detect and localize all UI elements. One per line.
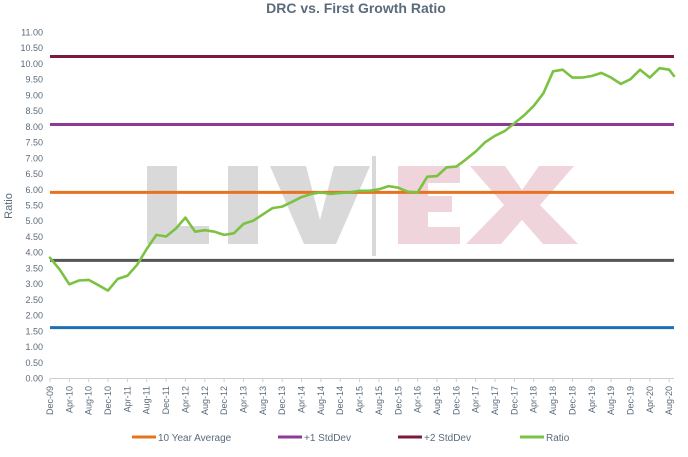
- x-tick-label: Dec-15: [393, 386, 403, 415]
- x-tick-label: Dec-12: [219, 386, 229, 415]
- series-group: [48, 66, 676, 292]
- y-tick-label: 0.50: [25, 358, 43, 368]
- y-tick-label: 8.00: [25, 122, 43, 132]
- y-tick-label: 6.50: [25, 169, 43, 179]
- y-tick-label: 9.50: [25, 75, 43, 85]
- watermark-v: [270, 166, 370, 244]
- legend-label: +2 StdDev: [424, 433, 471, 444]
- x-tick-label: Apr-14: [297, 386, 307, 413]
- y-tick-label: 5.00: [25, 216, 43, 226]
- x-tick-label: Aug-17: [490, 386, 500, 415]
- x-tick-label: Apr-11: [122, 386, 132, 412]
- y-tick-label: 9.00: [25, 90, 43, 100]
- x-tick-label: Apr-19: [587, 386, 597, 413]
- y-tick-label: 0.00: [25, 374, 43, 384]
- x-tick-label: Aug-12: [200, 386, 210, 415]
- x-tick-label: Apr-16: [413, 386, 423, 413]
- x-tick-label: Dec-16: [451, 386, 461, 415]
- series-line-ratio: [48, 66, 676, 292]
- watermark-e-top: [398, 166, 460, 183]
- y-tick-label: 1.50: [25, 326, 43, 336]
- x-tick-label: Apr-12: [180, 386, 190, 413]
- x-tick-label: Apr-20: [645, 386, 655, 413]
- y-tick-label: 8.50: [25, 106, 43, 116]
- x-tick-label: Aug-18: [548, 386, 558, 415]
- x-tick-label: Apr-15: [355, 386, 365, 413]
- x-tick-label: Apr-10: [64, 386, 74, 413]
- y-tick-label: 4.50: [25, 232, 43, 242]
- x-tick-label: Apr-18: [529, 386, 539, 413]
- watermark-divider: [372, 156, 376, 256]
- y-axis: 0.00 0.50 1.00 1.50 2.00 2.50 3.00 3.50 4.00 4.50…: [20, 28, 43, 384]
- legend-label: +1 StdDev: [304, 433, 351, 444]
- x-tick-label: Aug-19: [606, 386, 616, 415]
- x-tick-label: Aug-13: [258, 386, 268, 415]
- y-tick-label: 2.50: [25, 295, 43, 305]
- x-tick-label: Dec-09: [45, 386, 55, 415]
- y-tick-label: 7.00: [25, 153, 43, 163]
- y-axis-title: Ratio: [3, 193, 15, 219]
- watermark-e-bot: [398, 227, 460, 244]
- x-tick-label: Dec-17: [509, 386, 519, 415]
- x-tick-label: Dec-11: [161, 386, 171, 414]
- y-tick-label: 10.00: [20, 59, 43, 69]
- x-tick-label: Dec-13: [277, 386, 287, 415]
- y-tick-label: 1.00: [25, 342, 43, 352]
- y-tick-label: 5.50: [25, 201, 43, 211]
- x-tick-label: Aug-11: [142, 386, 152, 414]
- y-tick-label: 3.50: [25, 263, 43, 273]
- y-tick-label: 2.00: [25, 311, 43, 321]
- y-tick-label: 4.00: [25, 248, 43, 258]
- x-tick-label: Dec-10: [103, 386, 113, 415]
- legend-label: Ratio: [546, 433, 570, 444]
- x-tick-label: Aug-16: [432, 386, 442, 415]
- y-tick-label: 7.50: [25, 138, 43, 148]
- legend-label: 10 Year Average: [158, 433, 232, 444]
- x-axis: Dec-09 Apr-10 Aug-10 Dec-10 Apr-11 Aug-11 Dec-…: [45, 378, 674, 415]
- y-tick-label: 11.00: [21, 28, 43, 38]
- x-tick-label: Aug-14: [316, 386, 326, 415]
- y-tick-label: 6.00: [25, 185, 43, 195]
- reference-lines: [50, 55, 674, 330]
- legend: 10 Year Average +1 StdDev +2 StdDev Ratio: [132, 433, 570, 444]
- chart-title: DRC vs. First Growth Ratio: [266, 0, 446, 16]
- x-tick-label: Apr-17: [471, 386, 481, 413]
- watermark-i: [228, 166, 258, 244]
- watermark: [147, 156, 578, 256]
- watermark-e-mid: [398, 196, 452, 212]
- x-tick-label: Dec-18: [567, 386, 577, 415]
- x-tick-label: Aug-15: [374, 386, 384, 415]
- x-tick-label: Dec-14: [335, 386, 345, 415]
- watermark-x: [466, 166, 578, 244]
- y-tick-label: 3.00: [25, 279, 43, 289]
- x-tick-label: Dec-19: [625, 386, 635, 415]
- y-tick-label: 10.50: [20, 43, 43, 53]
- x-tick-label: Aug-20: [664, 386, 674, 415]
- x-tick-label: Apr-13: [238, 386, 248, 413]
- x-tick-label: Aug-10: [84, 386, 94, 415]
